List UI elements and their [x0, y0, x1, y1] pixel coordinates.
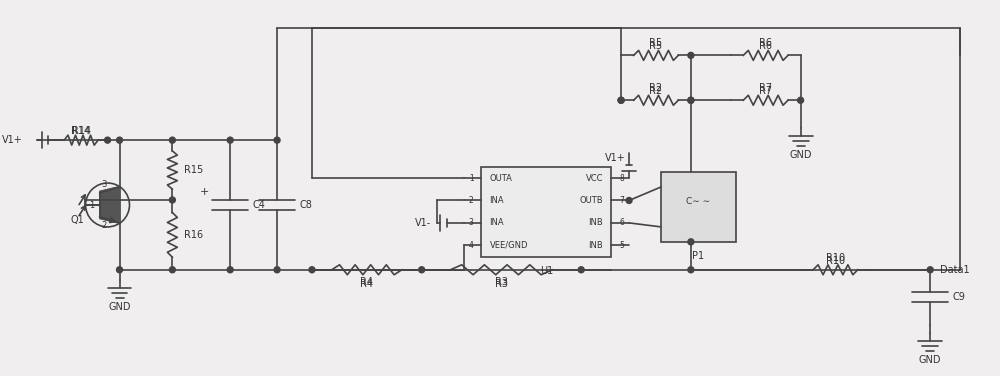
Text: VEE/GND: VEE/GND — [489, 241, 528, 250]
Bar — [481, 167, 611, 257]
Text: 7: 7 — [619, 196, 624, 205]
Circle shape — [274, 137, 280, 143]
Text: R2: R2 — [649, 86, 663, 96]
Circle shape — [169, 197, 175, 203]
Circle shape — [688, 267, 694, 273]
Circle shape — [688, 239, 694, 245]
Circle shape — [618, 97, 624, 103]
Text: GND: GND — [789, 150, 812, 160]
Text: R7: R7 — [759, 83, 772, 93]
Text: R3: R3 — [495, 277, 508, 287]
Text: U1: U1 — [540, 266, 553, 276]
Circle shape — [688, 97, 694, 103]
Circle shape — [419, 267, 425, 273]
Text: INB: INB — [588, 218, 603, 227]
Text: OUTB: OUTB — [580, 196, 603, 205]
Text: OUTA: OUTA — [489, 174, 512, 182]
Text: R3: R3 — [495, 279, 508, 289]
Circle shape — [274, 267, 280, 273]
Circle shape — [618, 97, 624, 103]
Text: R4: R4 — [360, 277, 373, 287]
Circle shape — [798, 97, 804, 103]
Circle shape — [927, 267, 933, 273]
Text: INA: INA — [489, 196, 504, 205]
Text: V1-: V1- — [415, 218, 432, 228]
Bar — [661, 172, 736, 242]
Text: R7: R7 — [759, 86, 772, 96]
Text: 6: 6 — [619, 218, 624, 227]
Text: Data1: Data1 — [940, 265, 970, 275]
Text: R6: R6 — [759, 38, 772, 49]
Circle shape — [105, 137, 111, 143]
Polygon shape — [100, 186, 121, 224]
Text: +: + — [200, 187, 209, 197]
Text: 2: 2 — [469, 196, 474, 205]
Text: R4: R4 — [360, 279, 373, 289]
Text: R5: R5 — [649, 41, 663, 52]
Text: GND: GND — [108, 302, 131, 312]
Circle shape — [578, 267, 584, 273]
Text: R10: R10 — [826, 253, 845, 263]
Circle shape — [169, 267, 175, 273]
Text: C4: C4 — [252, 200, 265, 210]
Text: R14: R14 — [71, 126, 90, 136]
Text: C8: C8 — [299, 200, 312, 210]
Text: R15: R15 — [184, 165, 204, 175]
Circle shape — [688, 52, 694, 58]
Text: V1+: V1+ — [605, 153, 626, 163]
Text: V1+: V1+ — [2, 135, 23, 145]
Circle shape — [227, 267, 233, 273]
Text: R6: R6 — [759, 41, 772, 52]
Text: Q1: Q1 — [71, 215, 85, 225]
Text: R10: R10 — [826, 256, 845, 266]
Text: VCC: VCC — [586, 174, 603, 182]
Text: 5: 5 — [619, 241, 624, 250]
Circle shape — [117, 267, 123, 273]
Circle shape — [117, 137, 123, 143]
Text: INA: INA — [489, 218, 504, 227]
Text: 3: 3 — [469, 218, 474, 227]
Text: GND: GND — [919, 355, 941, 364]
Text: C∼ ∼: C∼ ∼ — [686, 197, 710, 206]
Text: R2: R2 — [649, 83, 663, 93]
Circle shape — [309, 267, 315, 273]
Text: INB: INB — [588, 241, 603, 250]
Text: 1: 1 — [469, 174, 474, 182]
Text: P1: P1 — [692, 251, 704, 261]
Text: 1: 1 — [89, 202, 95, 211]
Circle shape — [227, 137, 233, 143]
Circle shape — [688, 97, 694, 103]
Text: 4: 4 — [469, 241, 474, 250]
Text: 3: 3 — [102, 180, 107, 189]
Text: C9: C9 — [952, 292, 965, 302]
Text: 8: 8 — [619, 174, 624, 182]
Text: R16: R16 — [184, 230, 203, 240]
Text: R5: R5 — [649, 38, 663, 49]
Circle shape — [169, 137, 175, 143]
Text: 2: 2 — [102, 221, 107, 230]
Text: R14: R14 — [72, 126, 91, 136]
Circle shape — [626, 197, 632, 203]
